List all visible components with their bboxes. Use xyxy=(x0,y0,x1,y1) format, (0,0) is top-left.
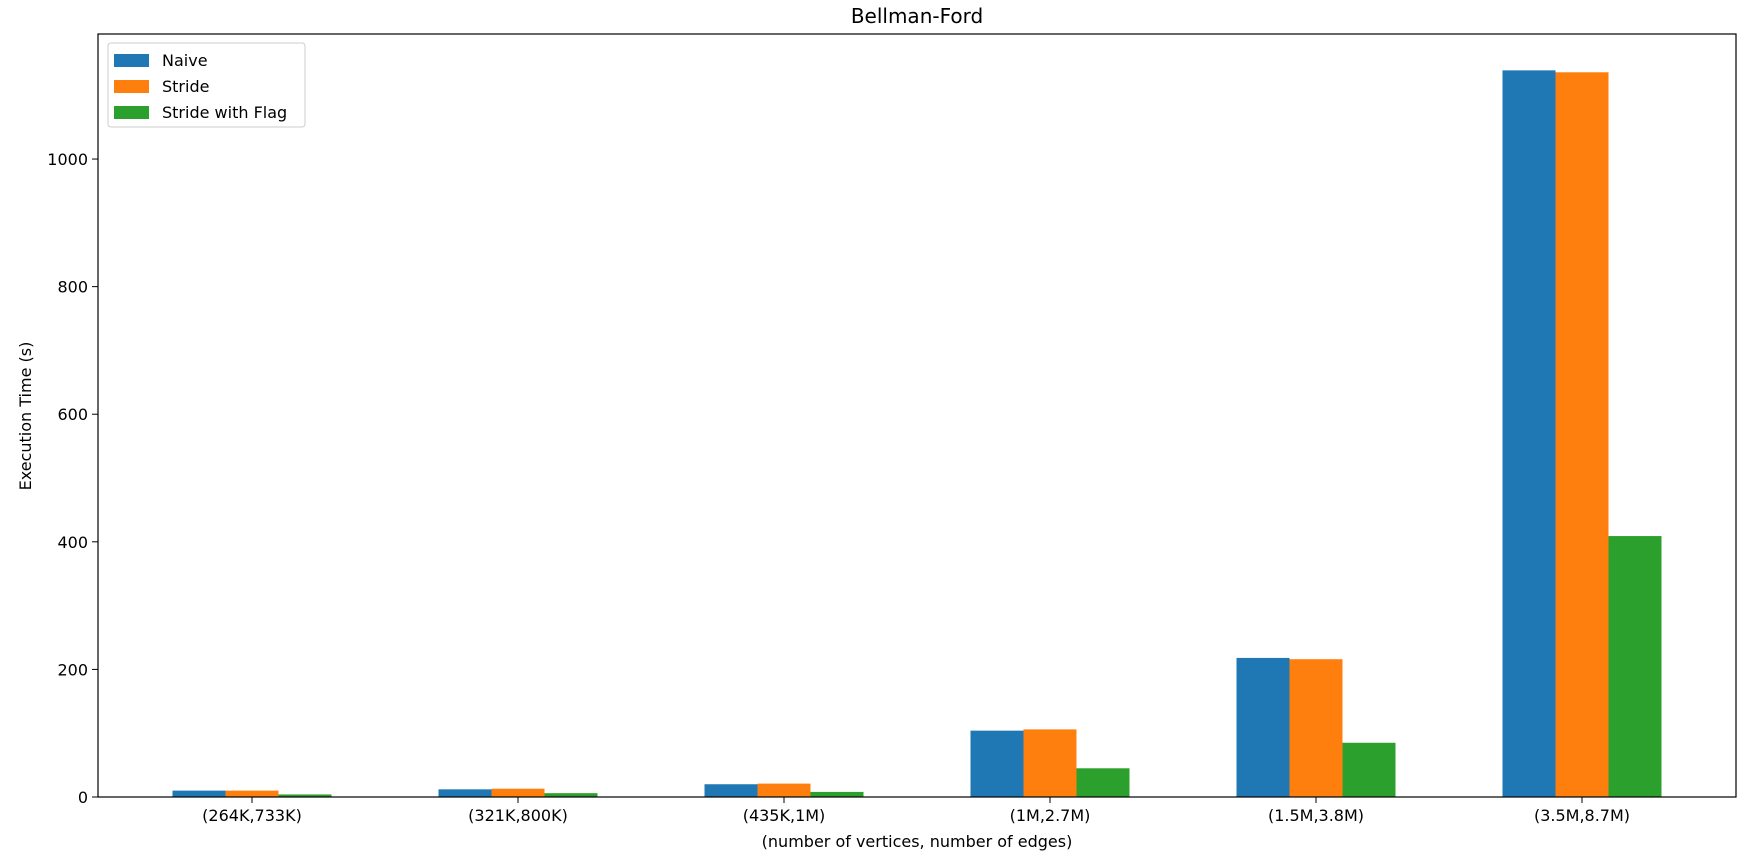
bar-naive-0 xyxy=(172,790,226,797)
x-tick-label: (264K,733K) xyxy=(202,806,302,825)
bar-stride-with-flag-0 xyxy=(278,794,332,797)
bar-stride-4 xyxy=(1289,659,1343,797)
legend-label-naive: Naive xyxy=(162,51,208,70)
y-tick-label: 400 xyxy=(57,533,88,552)
chart-title: Bellman-Ford xyxy=(851,4,983,28)
legend-label-stride: Stride xyxy=(162,77,209,96)
x-tick-label: (435K,1M) xyxy=(743,806,826,825)
legend: Naive Stride Stride with Flag xyxy=(107,42,306,128)
bar-naive-5 xyxy=(1502,70,1556,798)
y-tick-label: 200 xyxy=(57,660,88,679)
bar-naive-4 xyxy=(1236,657,1290,797)
legend-swatch-stride xyxy=(114,80,149,93)
x-tick-label: (1M,2.7M) xyxy=(1010,806,1091,825)
bar-stride-with-flag-1 xyxy=(544,793,598,797)
y-ticks-group: 0 200 400 600 800 1000 xyxy=(47,150,98,807)
bar-stride-with-flag-5 xyxy=(1608,536,1662,797)
y-axis-label: Execution Time (s) xyxy=(16,342,35,491)
bar-stride-5 xyxy=(1555,72,1609,797)
bar-stride-1 xyxy=(491,788,545,797)
bar-stride-0 xyxy=(225,790,279,797)
bar-stride-3 xyxy=(1023,729,1077,797)
bar-stride-with-flag-3 xyxy=(1076,768,1130,797)
bar-naive-3 xyxy=(970,730,1024,797)
legend-swatch-naive xyxy=(114,54,149,67)
legend-label-stride-with-flag: Stride with Flag xyxy=(162,103,287,122)
legend-swatch-stride-with-flag xyxy=(114,106,149,119)
x-tick-label: (1.5M,3.8M) xyxy=(1268,806,1364,825)
bar-stride-with-flag-2 xyxy=(810,791,864,797)
x-tick-label: (3.5M,8.7M) xyxy=(1534,806,1630,825)
bar-stride-2 xyxy=(757,783,811,797)
x-tick-label: (321K,800K) xyxy=(468,806,568,825)
bar-stride-with-flag-4 xyxy=(1342,742,1396,797)
legend-box xyxy=(107,42,306,128)
x-axis-label: (number of vertices, number of edges) xyxy=(762,832,1073,851)
y-tick-label: 0 xyxy=(78,788,88,807)
y-tick-label: 1000 xyxy=(47,150,88,169)
bar-naive-1 xyxy=(438,789,492,797)
bars-group xyxy=(172,70,1662,798)
y-tick-label: 800 xyxy=(57,278,88,297)
y-tick-label: 600 xyxy=(57,405,88,424)
x-ticks-group: (264K,733K) (321K,800K) (435K,1M) (1M,2.7M)… xyxy=(202,797,1630,825)
plot-area-frame xyxy=(97,33,1737,798)
bar-naive-2 xyxy=(704,784,758,797)
